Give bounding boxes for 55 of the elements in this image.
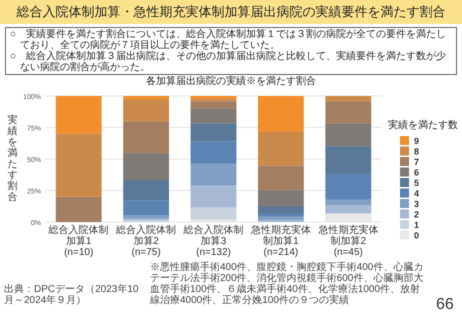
legend-label: 8: [414, 146, 420, 156]
legend-label: 1: [414, 220, 420, 230]
bar: [190, 96, 236, 100]
chart-title: 総合入院体制加算・急性期充実体制加算届出病院の実績要件を満たす割合: [0, 0, 462, 24]
bar: [123, 100, 170, 122]
y-axis-title: 実績を満たす割合: [7, 115, 18, 203]
legend-label: 0: [414, 230, 420, 240]
legend-label: 6: [414, 168, 420, 178]
source-note: 出典：DPCデータ（2023年10月～2024年９月）: [4, 284, 140, 306]
bar: [258, 190, 304, 206]
text: 66: [436, 296, 454, 314]
legend-label: 7: [414, 157, 420, 167]
bar: [258, 214, 304, 217]
chart-subtitle: 各加算届出病院の実績※を満たす割合: [145, 76, 317, 88]
bar: [325, 205, 372, 214]
bar: [123, 121, 170, 154]
bar: [123, 200, 170, 216]
bar: [325, 199, 372, 206]
x-tick-label: 総合入院体制加算3 (n=132): [182, 225, 244, 258]
bar: [258, 96, 304, 132]
bar: [123, 180, 170, 200]
legend-label: 9: [414, 136, 420, 146]
x-tick-label: 総合入院体制加算2 (n=75): [115, 225, 178, 258]
bar: [258, 206, 304, 214]
bar: [190, 108, 236, 124]
legend-title: 実績を満たす数: [388, 120, 459, 132]
text: ※悪性腫瘍手術400件、腹腔鏡・胸腔鏡下手術400件、心臓カテーテル法手術200件、消化管内視鏡手術600件、心臓胸部大血管手術100件、６歳未満手術40件、化学療法1000件、放射線治療4000件、正常分娩100件の９つの実績: [150, 262, 424, 306]
bar: [190, 101, 236, 108]
bar: [123, 96, 170, 100]
bar: [325, 101, 372, 124]
bar: [325, 123, 372, 146]
bar: [190, 164, 236, 186]
bar: [325, 96, 372, 102]
bar: [258, 132, 304, 166]
bar: [325, 146, 372, 174]
bar: [56, 134, 102, 197]
bar: [190, 141, 236, 164]
bar: [123, 153, 170, 180]
bar: [190, 207, 236, 220]
bar: [190, 186, 236, 208]
text: ○ 総合入院体制加算３届出病院は、その他の加算届出病院と比較して、実績要件を満たす数が少ない病院の割合が高かった。: [10, 51, 448, 73]
bar: [190, 123, 236, 142]
legend-label: 2: [414, 210, 420, 220]
text: ○ 実績要件を満たす割合については、総合入院体制加算１では３割の病院が全ての要件を満たしており、全ての病院が７項目以上の要件を満たしていた。: [10, 29, 448, 51]
x-tick-label: 総合入院体制加算1 (n=10): [48, 225, 110, 258]
x-tick-label: 急性期充実体制加算2 (n=45): [317, 225, 380, 258]
bar: [258, 216, 304, 220]
bar: [258, 166, 304, 190]
bar: [56, 96, 102, 134]
legend-label: 4: [414, 188, 420, 198]
x-tick-label: 急性期充実体制加算1 (n=214): [250, 225, 312, 258]
legend-label: 5: [414, 178, 420, 188]
bar: [56, 196, 102, 222]
bar: [325, 174, 372, 200]
legend-label: 3: [414, 199, 420, 209]
